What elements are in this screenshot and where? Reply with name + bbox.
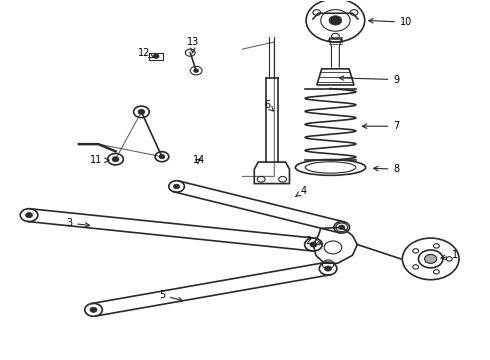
Text: 4: 4 [295,186,307,197]
Text: 11: 11 [90,155,109,165]
Text: 5: 5 [159,290,182,302]
Text: 8: 8 [373,164,399,174]
Circle shape [90,307,97,312]
Circle shape [310,242,317,247]
Text: 9: 9 [340,75,399,85]
Circle shape [424,255,437,264]
Circle shape [159,154,165,159]
Text: 12: 12 [138,48,153,58]
Text: 13: 13 [187,37,199,53]
Circle shape [138,109,145,114]
Text: 7: 7 [363,121,399,131]
Circle shape [173,184,180,189]
Text: 10: 10 [368,17,413,27]
Text: 3: 3 [66,218,90,228]
Circle shape [324,266,332,271]
Circle shape [25,212,32,218]
Circle shape [194,69,198,72]
Text: 2: 2 [305,236,321,246]
Circle shape [112,157,119,162]
Text: 6: 6 [264,100,273,111]
Text: 1: 1 [441,250,458,260]
Circle shape [153,54,159,58]
Circle shape [329,16,342,25]
Circle shape [339,225,345,230]
Text: 14: 14 [193,155,205,165]
